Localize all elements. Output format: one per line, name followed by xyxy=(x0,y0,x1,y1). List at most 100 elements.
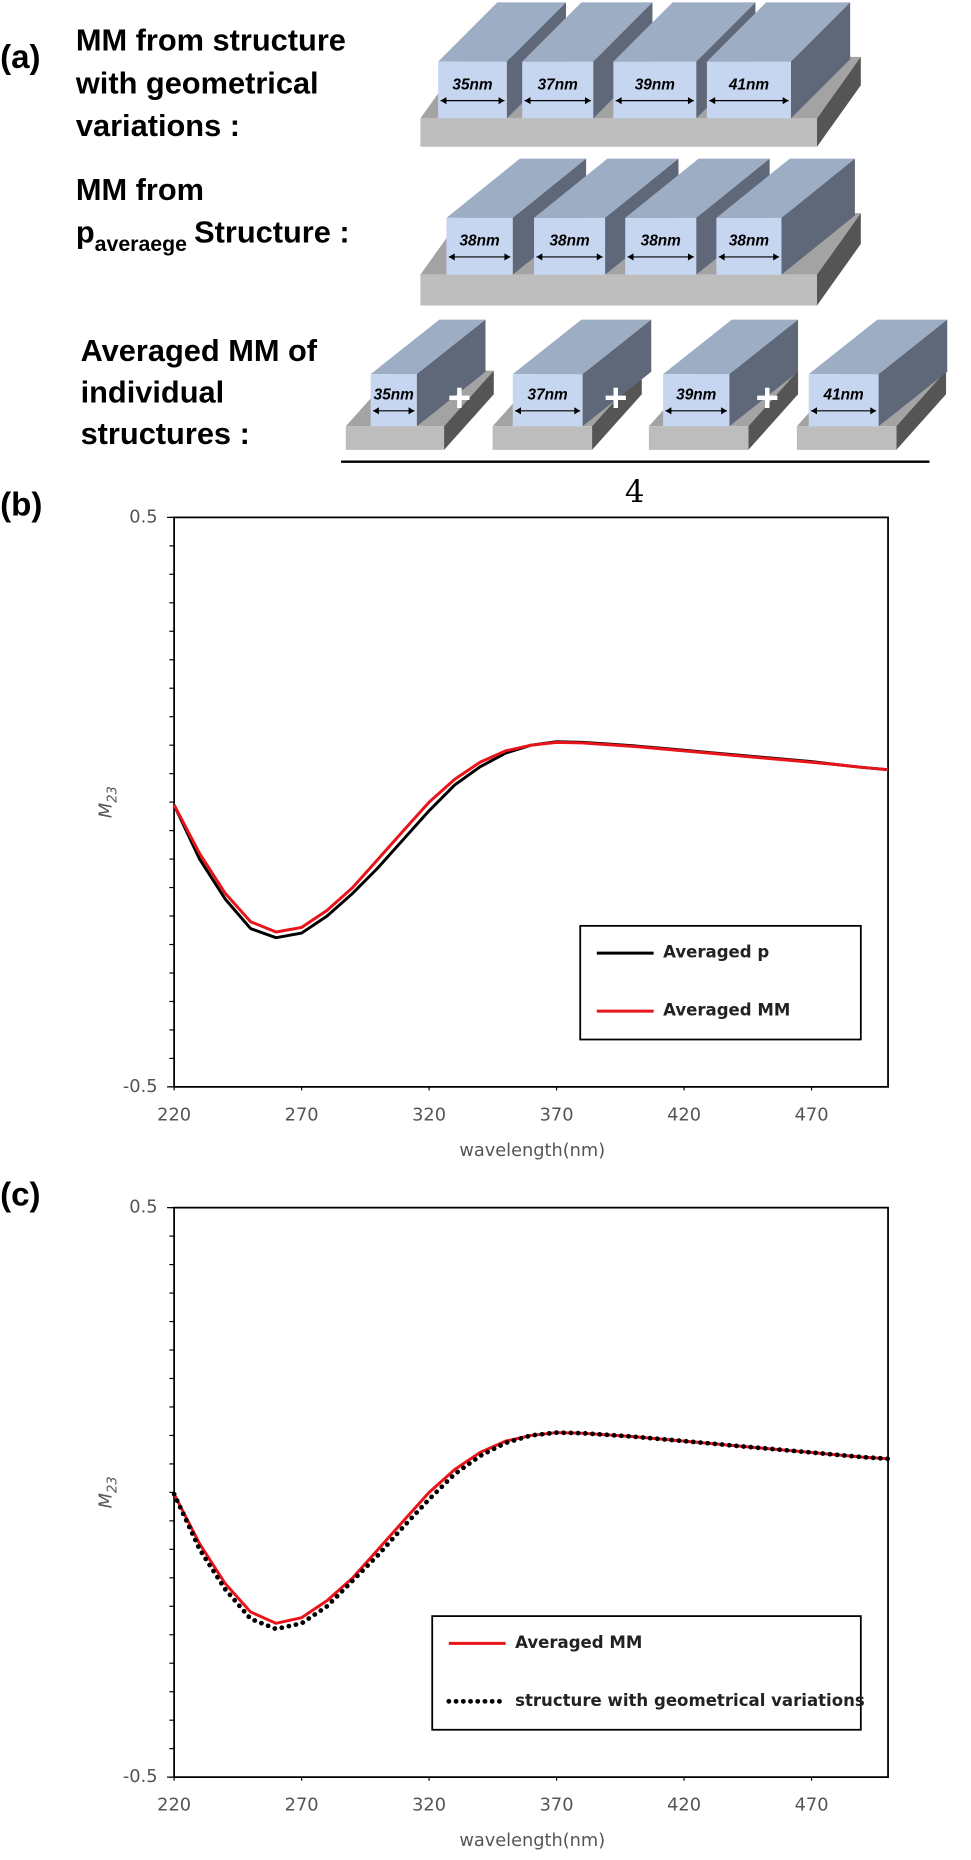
slab-front xyxy=(420,274,818,306)
row-label: individual xyxy=(81,374,225,409)
block-side xyxy=(878,319,948,427)
block-top xyxy=(446,158,587,218)
x-tick-label: 220 xyxy=(157,1105,191,1125)
width-label: 41nm xyxy=(823,387,864,404)
y-axis-title: M23 xyxy=(97,1476,120,1508)
legend-label: structure with geometrical variations xyxy=(515,1691,865,1710)
width-label: 38nm xyxy=(549,233,589,250)
slab-front xyxy=(796,426,897,450)
block-front xyxy=(370,374,417,427)
block-side xyxy=(781,158,855,275)
slab-side xyxy=(592,370,642,450)
p-sub: averaege xyxy=(95,232,188,256)
y-tick-label: -0.5 xyxy=(123,1077,158,1097)
width-label: 37nm xyxy=(528,387,568,404)
slab-side xyxy=(817,56,861,147)
block-top xyxy=(706,2,851,62)
x-tick-label: 420 xyxy=(667,1796,701,1816)
x-tick-label: 270 xyxy=(285,1796,319,1816)
block-top xyxy=(625,158,770,218)
x-tick-label: 370 xyxy=(540,1796,574,1816)
slab-side xyxy=(444,370,494,450)
y-axis-title: M23 xyxy=(97,786,120,818)
block-front xyxy=(808,374,879,427)
series-line xyxy=(172,740,889,934)
row-label: MM from structure xyxy=(76,23,346,58)
panel-label: (a) xyxy=(0,39,41,76)
block-front xyxy=(625,217,697,275)
block-side xyxy=(790,2,851,119)
slab-front xyxy=(492,426,593,450)
row-label: with geometrical xyxy=(75,65,319,100)
x-axis-title: wavelength(nm) xyxy=(459,1831,605,1851)
row-label: Averaged MM of xyxy=(81,333,318,368)
block-front xyxy=(716,217,782,275)
panel-label: (c) xyxy=(0,1177,41,1214)
row-tail: Structure : xyxy=(194,215,350,250)
block-top xyxy=(663,319,799,375)
plus: + xyxy=(604,375,628,420)
x-tick-label: 370 xyxy=(540,1105,574,1125)
block-front xyxy=(534,217,606,275)
block-top xyxy=(613,2,756,62)
block-front xyxy=(522,61,594,119)
block-front xyxy=(663,374,730,427)
width-label: 35nm xyxy=(374,387,414,404)
x-tick-label: 470 xyxy=(795,1796,829,1816)
slab-side xyxy=(817,213,861,306)
row-label: structures : xyxy=(81,416,250,451)
legend-box xyxy=(431,1615,862,1731)
block-top xyxy=(534,158,679,218)
y-axis-title-main: M xyxy=(97,803,117,818)
series-line xyxy=(171,1430,891,1632)
width-label: 37nm xyxy=(538,76,578,93)
x-tick-label: 470 xyxy=(795,1105,829,1125)
series-line xyxy=(172,1431,889,1625)
panel-label: (b) xyxy=(0,486,42,523)
block-side xyxy=(729,319,799,427)
width-label: 38nm xyxy=(641,233,681,250)
block-front xyxy=(438,61,507,119)
y-axis-title-sub: 23 xyxy=(105,1476,120,1493)
block-side xyxy=(582,319,652,427)
y-axis-title-sub: 23 xyxy=(105,786,120,803)
block-top xyxy=(512,319,652,375)
legend-label: Averaged MM xyxy=(663,1001,790,1020)
width-label: 35nm xyxy=(452,76,492,93)
plus: + xyxy=(448,375,472,420)
width-label: 41nm xyxy=(728,76,769,93)
y-tick-label: 0.5 xyxy=(129,507,157,527)
block-front xyxy=(706,61,791,119)
x-tick-label: 420 xyxy=(667,1105,701,1125)
legend-box xyxy=(579,924,862,1041)
width-label: 38nm xyxy=(729,233,769,250)
slab-front xyxy=(345,426,445,450)
block-top xyxy=(438,2,567,62)
block-side xyxy=(416,319,486,427)
divisor: 4 xyxy=(625,474,645,510)
row-label: variations : xyxy=(76,108,240,143)
legend-label: Averaged MM xyxy=(515,1633,642,1652)
block-top xyxy=(522,2,653,62)
x-axis-title: wavelength(nm) xyxy=(459,1141,605,1161)
block-front xyxy=(446,217,513,275)
slab-side xyxy=(748,370,799,450)
series-line xyxy=(172,740,889,940)
block-top xyxy=(808,319,948,375)
plus: + xyxy=(756,375,780,420)
x-tick-label: 320 xyxy=(412,1796,446,1816)
diagram-shapes xyxy=(345,2,948,450)
legend-label: Averaged p xyxy=(663,943,769,962)
width-label: 39nm xyxy=(676,387,716,404)
y-tick-label: 0.5 xyxy=(129,1198,157,1218)
y-tick-label: -0.5 xyxy=(123,1767,158,1787)
slab-front xyxy=(420,118,818,147)
block-top xyxy=(370,319,486,375)
x-tick-label: 220 xyxy=(157,1796,191,1816)
x-tick-label: 320 xyxy=(412,1105,446,1125)
x-tick-label: 270 xyxy=(285,1105,319,1125)
row-label: paveraege Structure : xyxy=(76,215,350,256)
row-label: MM from xyxy=(76,172,204,207)
block-front xyxy=(512,374,583,427)
